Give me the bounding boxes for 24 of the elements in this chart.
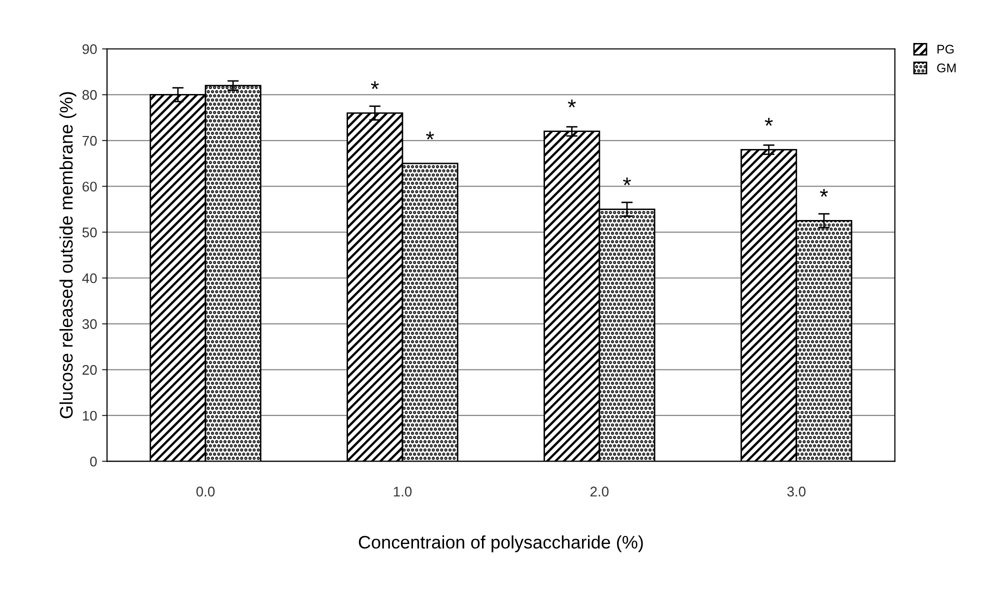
annotation: * <box>764 118 773 126</box>
annotation: * <box>370 81 379 90</box>
x-tick-label: 2.0 <box>590 486 609 497</box>
y-tick-label: 30 <box>82 319 97 329</box>
x-tick-label: 3.0 <box>787 486 806 497</box>
annotation: * <box>623 178 631 186</box>
annotation: * <box>426 132 434 140</box>
annotation: * <box>820 188 828 197</box>
y-axis-title: Glucose released outside membrane (%) <box>59 92 76 418</box>
x-tick-label: 0.0 <box>196 486 215 497</box>
y-tick-label: 50 <box>82 228 97 238</box>
y-tick-label: 10 <box>82 410 97 421</box>
legend-label: GM <box>937 64 956 72</box>
annotation: * <box>568 100 576 108</box>
y-tick-label: 20 <box>82 364 97 375</box>
y-tick-label: 70 <box>82 136 97 146</box>
legend-label: PG <box>938 44 954 54</box>
y-tick-label: 80 <box>82 90 97 100</box>
y-tick-label: 60 <box>82 182 97 192</box>
y-tick-label: 40 <box>82 273 97 284</box>
y-tick-label: 0 <box>90 456 97 466</box>
x-axis-title: Concentraion of polysaccharide (%) <box>358 535 643 552</box>
y-tick-label: 90 <box>82 44 97 54</box>
x-tick-label: 1.0 <box>394 486 412 497</box>
